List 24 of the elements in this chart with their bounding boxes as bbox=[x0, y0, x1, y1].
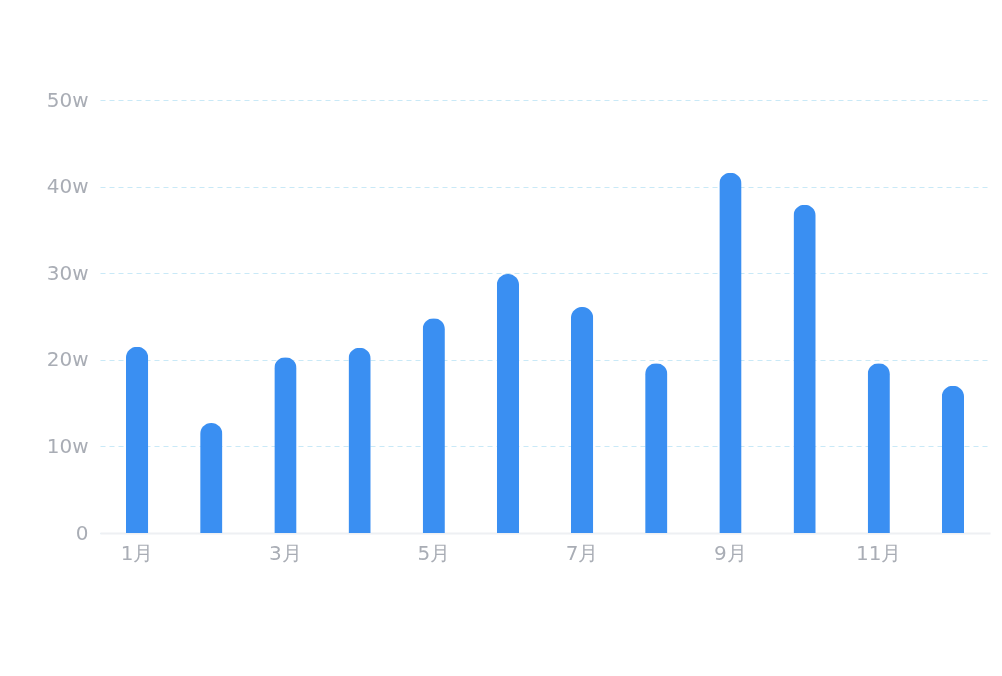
bar bbox=[941, 385, 965, 533]
bar bbox=[793, 204, 816, 533]
x-tick-label: 3月 bbox=[269, 540, 302, 565]
bar bbox=[348, 347, 371, 533]
y-tick-label: 20w bbox=[46, 347, 89, 372]
bar bbox=[125, 346, 149, 533]
bar bbox=[719, 172, 742, 533]
y-tick-label: 40w bbox=[46, 174, 89, 199]
y-tick-label: 50w bbox=[46, 87, 89, 112]
x-tick-label: 7月 bbox=[565, 540, 599, 565]
x-tick-label: 9月 bbox=[714, 540, 747, 565]
bar bbox=[867, 363, 890, 533]
y-tick-label: 10w bbox=[46, 433, 89, 458]
y-tick-label: 30w bbox=[46, 260, 89, 285]
y-tick-label: 0 bbox=[75, 520, 89, 545]
bar bbox=[274, 357, 297, 533]
bar bbox=[200, 423, 223, 533]
bar bbox=[570, 306, 594, 533]
x-tick-label: 1月 bbox=[120, 540, 154, 565]
x-tick-label: 11月 bbox=[856, 540, 902, 565]
bar bbox=[645, 363, 668, 533]
x-tick-label: 5月 bbox=[417, 540, 451, 565]
bar bbox=[422, 318, 445, 533]
bar bbox=[496, 274, 520, 533]
